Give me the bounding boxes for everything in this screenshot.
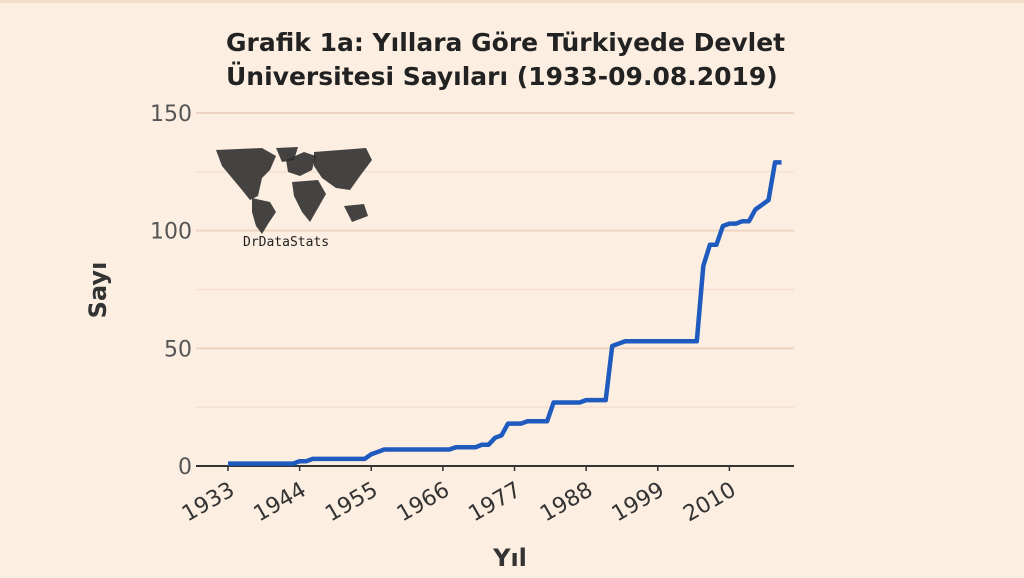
chart-title-line-2: Üniversitesi Sayıları (1933-09.08.2019) [226,62,778,91]
x-tick-label: 1988 [536,478,597,528]
y-axis-title: Sayı [84,262,112,319]
x-tick-label: 1977 [465,478,526,528]
top-border [0,0,1024,3]
x-tick-label: 1955 [321,478,382,528]
x-axis-title: Yıl [492,544,527,572]
chart-title-line-1: Grafik 1a: Yıllara Göre Türkiyede Devlet [226,28,786,57]
series-layer [228,160,782,466]
y-tick-label: 50 [164,337,192,362]
y-tick-label: 100 [150,220,192,245]
chart-title: Grafik 1a: Yıllara Göre Türkiyede Devlet… [226,26,786,94]
series-line [228,160,782,466]
x-tick-label: 2010 [679,478,740,528]
x-tick-label: 1944 [250,478,311,528]
world-map-icon [216,147,372,234]
watermark-label: DrDataStats [243,235,329,250]
x-tick-label: 1966 [393,478,454,528]
x-tick-label: 1933 [178,478,239,528]
watermark: DrDataStats [216,147,372,250]
x-tick-label: 1999 [608,478,669,528]
y-tick-label: 0 [178,455,192,480]
y-tick-label: 150 [150,102,192,127]
